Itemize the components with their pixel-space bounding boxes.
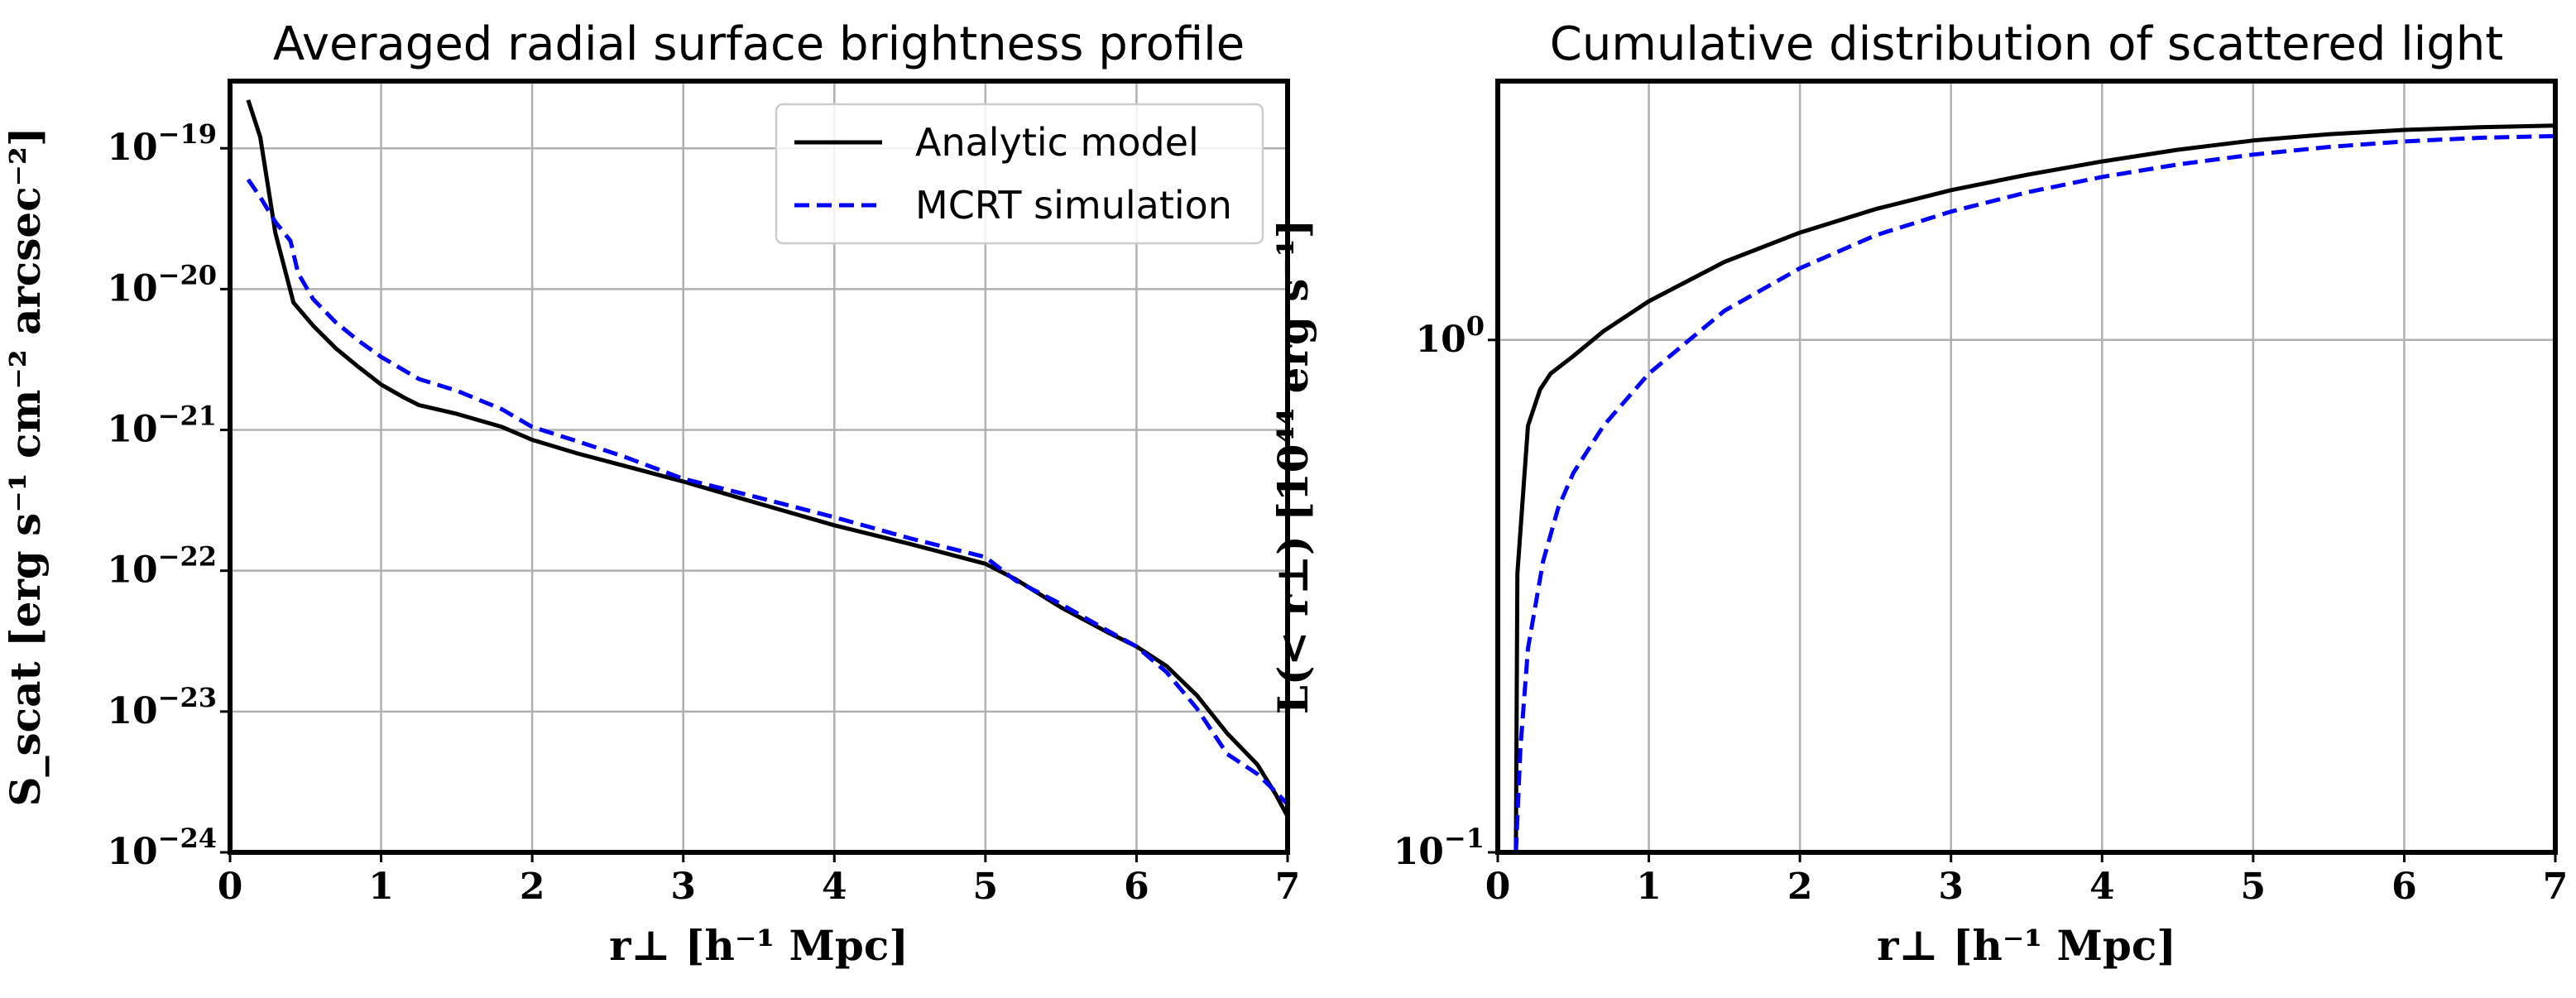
x-tick-label: 2	[1787, 866, 1813, 908]
legend-box	[775, 103, 1264, 245]
y-tick-label: 10−19	[107, 118, 217, 169]
x-tick-label: 7	[2543, 866, 2569, 908]
x-tick-label: 0	[218, 866, 243, 908]
x-tick-label: 4	[822, 866, 847, 908]
x-tick-label: 5	[973, 866, 999, 908]
y-tick-label: 10−24	[107, 823, 217, 873]
y-tick-label: 10−22	[107, 541, 217, 592]
y-tick-label: 100	[1416, 310, 1485, 361]
chart-title: Cumulative distribution of scattered lig…	[1550, 17, 2503, 71]
chart-2: 0 1 2 3 4 5 6 7 10−1 100 Cumulative distribution o…	[1269, 17, 2568, 970]
y-axis-label: S_scat [erg s⁻¹ cm⁻² arcsec⁻²]	[1, 127, 50, 806]
series-line-analytic-model	[246, 99, 1288, 818]
x-tick-label: 6	[1124, 866, 1149, 908]
x-axis-label: r⊥ [h⁻¹ Mpc]	[1877, 921, 2176, 970]
plot-frame	[1495, 79, 2558, 855]
chart-title: Averaged radial surface brightness profi…	[273, 17, 1245, 71]
series-line-mcrt-simulation	[246, 178, 1288, 806]
x-axis-label: r⊥ [h⁻¹ Mpc]	[609, 921, 909, 970]
x-tick-label: 7	[1275, 866, 1301, 908]
x-tick-label: 0	[1485, 866, 1511, 908]
y-tick-label: 10−23	[107, 682, 217, 732]
series-line-analytic-model	[1513, 123, 2555, 852]
x-tick-label: 1	[1636, 866, 1662, 908]
plot-frame	[228, 79, 1290, 855]
x-tick-label: 3	[1938, 866, 1964, 908]
legend-label: MCRT simulation	[915, 183, 1232, 228]
y-tick-label: 10−1	[1394, 823, 1485, 873]
x-tick-label: 1	[368, 866, 394, 908]
legend-label: Analytic model	[915, 120, 1199, 165]
x-tick-label: 4	[2089, 866, 2115, 908]
legend: Analytic model MCRT simulation	[775, 103, 1264, 245]
y-tick-label: 10−20	[107, 259, 217, 309]
series-line-mcrt-simulation	[1513, 133, 2555, 852]
x-tick-label: 3	[670, 866, 696, 908]
x-tick-label: 2	[520, 866, 545, 908]
chart-1: 0 1 2 3 4 5 6 7 10−24 10−23 10−22 10−21 10−20 10−19 Av…	[1, 17, 1300, 970]
x-tick-label: 6	[2391, 866, 2417, 908]
x-tick-label: 5	[2241, 866, 2267, 908]
y-axis-label: L(< r⊥) [10⁴⁴ erg s⁻¹]	[1269, 219, 1317, 715]
y-tick-label: 10−21	[107, 401, 217, 451]
